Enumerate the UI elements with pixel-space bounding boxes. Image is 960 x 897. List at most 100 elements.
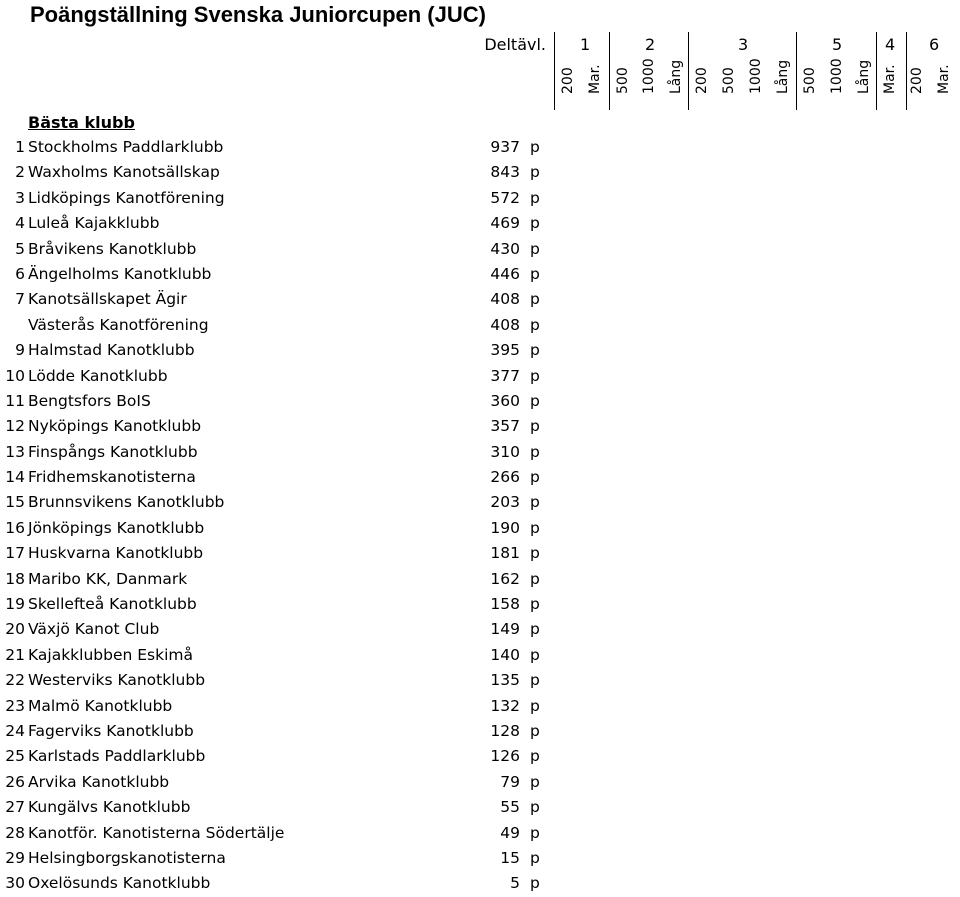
points-unit: p xyxy=(530,721,540,740)
event-number: 1 xyxy=(580,35,591,54)
table-row: 15 Brunnsvikens Kanotklubb 203 p xyxy=(0,490,560,515)
column-divider xyxy=(609,32,610,110)
points: 203 xyxy=(490,493,520,512)
table-row: 29 Helsingborgskanotisterna 15 p xyxy=(0,846,560,871)
points: 360 xyxy=(490,391,520,410)
rank: 5 xyxy=(15,239,25,258)
club-name: Bråvikens Kanotklubb xyxy=(28,239,197,258)
club-name: Finspångs Kanotklubb xyxy=(28,442,198,461)
rank: 10 xyxy=(5,366,25,385)
rank: 22 xyxy=(5,671,25,690)
club-name: Bengtsfors BoIS xyxy=(28,391,151,410)
events-label: Deltävl. xyxy=(484,35,546,54)
club-name: Jönköpings Kanotklubb xyxy=(28,518,205,537)
club-name: Nyköpings Kanotklubb xyxy=(28,417,202,436)
table-row: 28 Kanotför. Kanotisterna Södertälje 49 p xyxy=(0,821,560,846)
points-unit: p xyxy=(530,823,540,842)
points: 572 xyxy=(490,188,520,207)
points-unit: p xyxy=(530,341,540,360)
points: 15 xyxy=(500,848,520,867)
table-row: 14 Fridhemskanotisterna 266 p xyxy=(0,465,560,490)
points: 408 xyxy=(490,315,520,334)
table-row: 24 Fagerviks Kanotklubb 128 p xyxy=(0,719,560,744)
points-unit: p xyxy=(530,798,540,817)
table-row: 16 Jönköpings Kanotklubb 190 p xyxy=(0,516,560,541)
rank: 6 xyxy=(15,264,25,283)
club-name: Brunnsvikens Kanotklubb xyxy=(28,493,225,512)
points-unit: p xyxy=(530,366,540,385)
rank: 18 xyxy=(5,569,25,588)
table-row: 3 Lidköpings Kanotförening 572 p xyxy=(0,186,560,211)
table-row: 21 Kajakklubben Eskimå 140 p xyxy=(0,643,560,668)
points: 266 xyxy=(490,468,520,487)
distance-header: 200 xyxy=(694,67,710,94)
points-unit: p xyxy=(530,544,540,563)
event-number: 2 xyxy=(645,35,656,54)
points: 408 xyxy=(490,290,520,309)
points-unit: p xyxy=(530,772,540,791)
club-name: Fagerviks Kanotklubb xyxy=(28,721,194,740)
table-row: 9 Halmstad Kanotklubb 395 p xyxy=(0,338,560,363)
points: 395 xyxy=(490,341,520,360)
points: 162 xyxy=(490,569,520,588)
column-divider xyxy=(688,32,689,110)
points: 446 xyxy=(490,264,520,283)
column-divider xyxy=(906,32,907,110)
points-unit: p xyxy=(530,315,540,334)
club-name: Huskvarna Kanotklubb xyxy=(28,544,204,563)
rank: 1 xyxy=(15,138,25,156)
distance-header: Lång xyxy=(668,59,684,94)
distance-header: 500 xyxy=(615,67,631,94)
points: 149 xyxy=(490,620,520,639)
rank: 12 xyxy=(5,417,25,436)
rank: 7 xyxy=(15,290,25,309)
table-row: 22 Westerviks Kanotklubb 135 p xyxy=(0,668,560,693)
event-header-row: Deltävl. 1 2 3 5 4 6 xyxy=(0,32,960,58)
distance-header: 200 xyxy=(560,67,576,94)
points-unit: p xyxy=(530,696,540,715)
club-name: Helsingborgskanotisterna xyxy=(28,848,226,867)
points-unit: p xyxy=(530,417,540,436)
event-number: 4 xyxy=(885,35,896,54)
points-unit: p xyxy=(530,442,540,461)
points: 430 xyxy=(490,239,520,258)
club-name: Lödde Kanotklubb xyxy=(28,366,168,385)
rank: 20 xyxy=(5,620,25,639)
rank: 27 xyxy=(5,798,25,817)
rank: 14 xyxy=(5,468,25,487)
rank: 13 xyxy=(5,442,25,461)
points: 79 xyxy=(500,772,520,791)
rank: 3 xyxy=(15,188,25,207)
points: 5 xyxy=(510,874,520,893)
club-name: Maribo KK, Danmark xyxy=(28,569,188,588)
club-name: Kungälvs Kanotklubb xyxy=(28,798,191,817)
points: 937 xyxy=(490,138,520,156)
rank: 4 xyxy=(15,214,25,233)
table-row: 10 Lödde Kanotklubb 377 p xyxy=(0,364,560,389)
club-name: Ängelholms Kanotklubb xyxy=(28,264,212,283)
distance-header: 1000 xyxy=(641,58,657,94)
distance-header: 1000 xyxy=(748,58,764,94)
distance-header: Mar. xyxy=(936,64,952,94)
rank: 28 xyxy=(5,823,25,842)
points-unit: p xyxy=(530,138,540,156)
club-name: Malmö Kanotklubb xyxy=(28,696,173,715)
points-unit: p xyxy=(530,163,540,182)
club-name: Lidköpings Kanotförening xyxy=(28,188,225,207)
points-unit: p xyxy=(530,645,540,664)
event-number: 6 xyxy=(929,35,940,54)
club-name: Stockholms Paddlarklubb xyxy=(28,138,224,156)
club-name: Växjö Kanot Club xyxy=(28,620,160,639)
points: 135 xyxy=(490,671,520,690)
club-name: Västerås Kanotförening xyxy=(28,315,209,334)
table-row: 25 Karlstads Paddlarklubb 126 p xyxy=(0,744,560,769)
points-unit: p xyxy=(530,569,540,588)
points-unit: p xyxy=(530,493,540,512)
rank: 17 xyxy=(5,544,25,563)
table-row: 13 Finspångs Kanotklubb 310 p xyxy=(0,440,560,465)
table-row: 1 Stockholms Paddlarklubb 937 p xyxy=(0,135,560,160)
points: 469 xyxy=(490,214,520,233)
points: 843 xyxy=(490,163,520,182)
club-name: Kanotför. Kanotisterna Södertälje xyxy=(28,823,285,842)
points-unit: p xyxy=(530,595,540,614)
